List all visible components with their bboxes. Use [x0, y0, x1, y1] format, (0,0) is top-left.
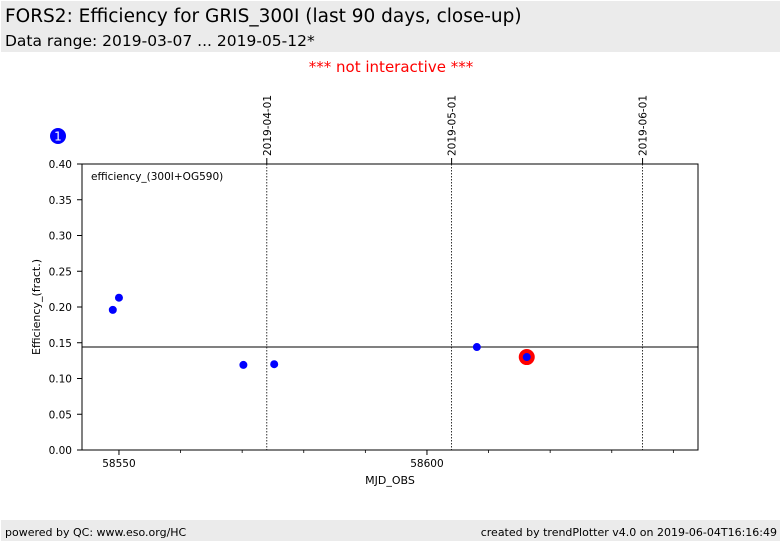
page-title: FORS2: Efficiency for GRIS_300I (last 90…	[5, 6, 522, 27]
data-point	[472, 343, 481, 352]
data-range-subtitle: Data range: 2019-03-07 ... 2019-05-12*	[5, 32, 315, 50]
data-point	[114, 293, 123, 302]
footer-credit: powered by QC: www.eso.org/HC	[5, 526, 187, 539]
date-markers: 2019-04-01 2019-05-01 2019-06-01	[262, 95, 650, 450]
x-tick-label: 58600	[410, 458, 443, 470]
y-tick-label: 0.30	[49, 231, 72, 243]
y-tick-label: 0.05	[49, 409, 72, 421]
data-point	[270, 360, 279, 369]
data-point	[108, 305, 117, 314]
data-point	[522, 353, 531, 362]
y-tick-label: 0.20	[49, 302, 72, 314]
date-marker-label: 2019-06-01	[638, 95, 650, 156]
data-point	[239, 360, 248, 369]
header-band: FORS2: Efficiency for GRIS_300I (last 90…	[1, 1, 780, 52]
panel-badge-circle	[50, 128, 66, 144]
y-tick-label: 0.25	[49, 266, 72, 278]
y-axis: 0.00 0.05 0.10 0.15 0.20 0.25 0.30 0.35 0.40	[49, 159, 82, 457]
panel-badge: 1	[50, 128, 66, 144]
footer-created-by: created by trendPlotter v4.0 on 2019-06-…	[480, 526, 777, 539]
data-points	[108, 293, 535, 369]
series-annotation: efficiency_(300I+OG590)	[91, 171, 223, 183]
footer-band: powered by QC: www.eso.org/HC created by…	[1, 520, 780, 541]
y-tick-label: 0.15	[49, 338, 72, 350]
y-axis-label: Efficiency_(fract.)	[30, 259, 43, 355]
y-tick-label: 0.40	[49, 159, 72, 171]
x-axis: 58550 58600	[102, 450, 674, 470]
x-axis-label: MJD_OBS	[365, 474, 415, 487]
x-tick-label: 58550	[102, 458, 135, 470]
y-tick-label: 0.10	[49, 374, 72, 386]
panel-badge-number: 1	[54, 130, 62, 144]
y-tick-label: 0.00	[49, 445, 72, 457]
date-marker-label: 2019-04-01	[262, 95, 274, 156]
y-tick-label: 0.35	[49, 195, 72, 207]
not-interactive-notice: *** not interactive ***	[308, 58, 474, 76]
date-marker-label: 2019-05-01	[447, 95, 459, 156]
plot-frame	[81, 163, 699, 451]
